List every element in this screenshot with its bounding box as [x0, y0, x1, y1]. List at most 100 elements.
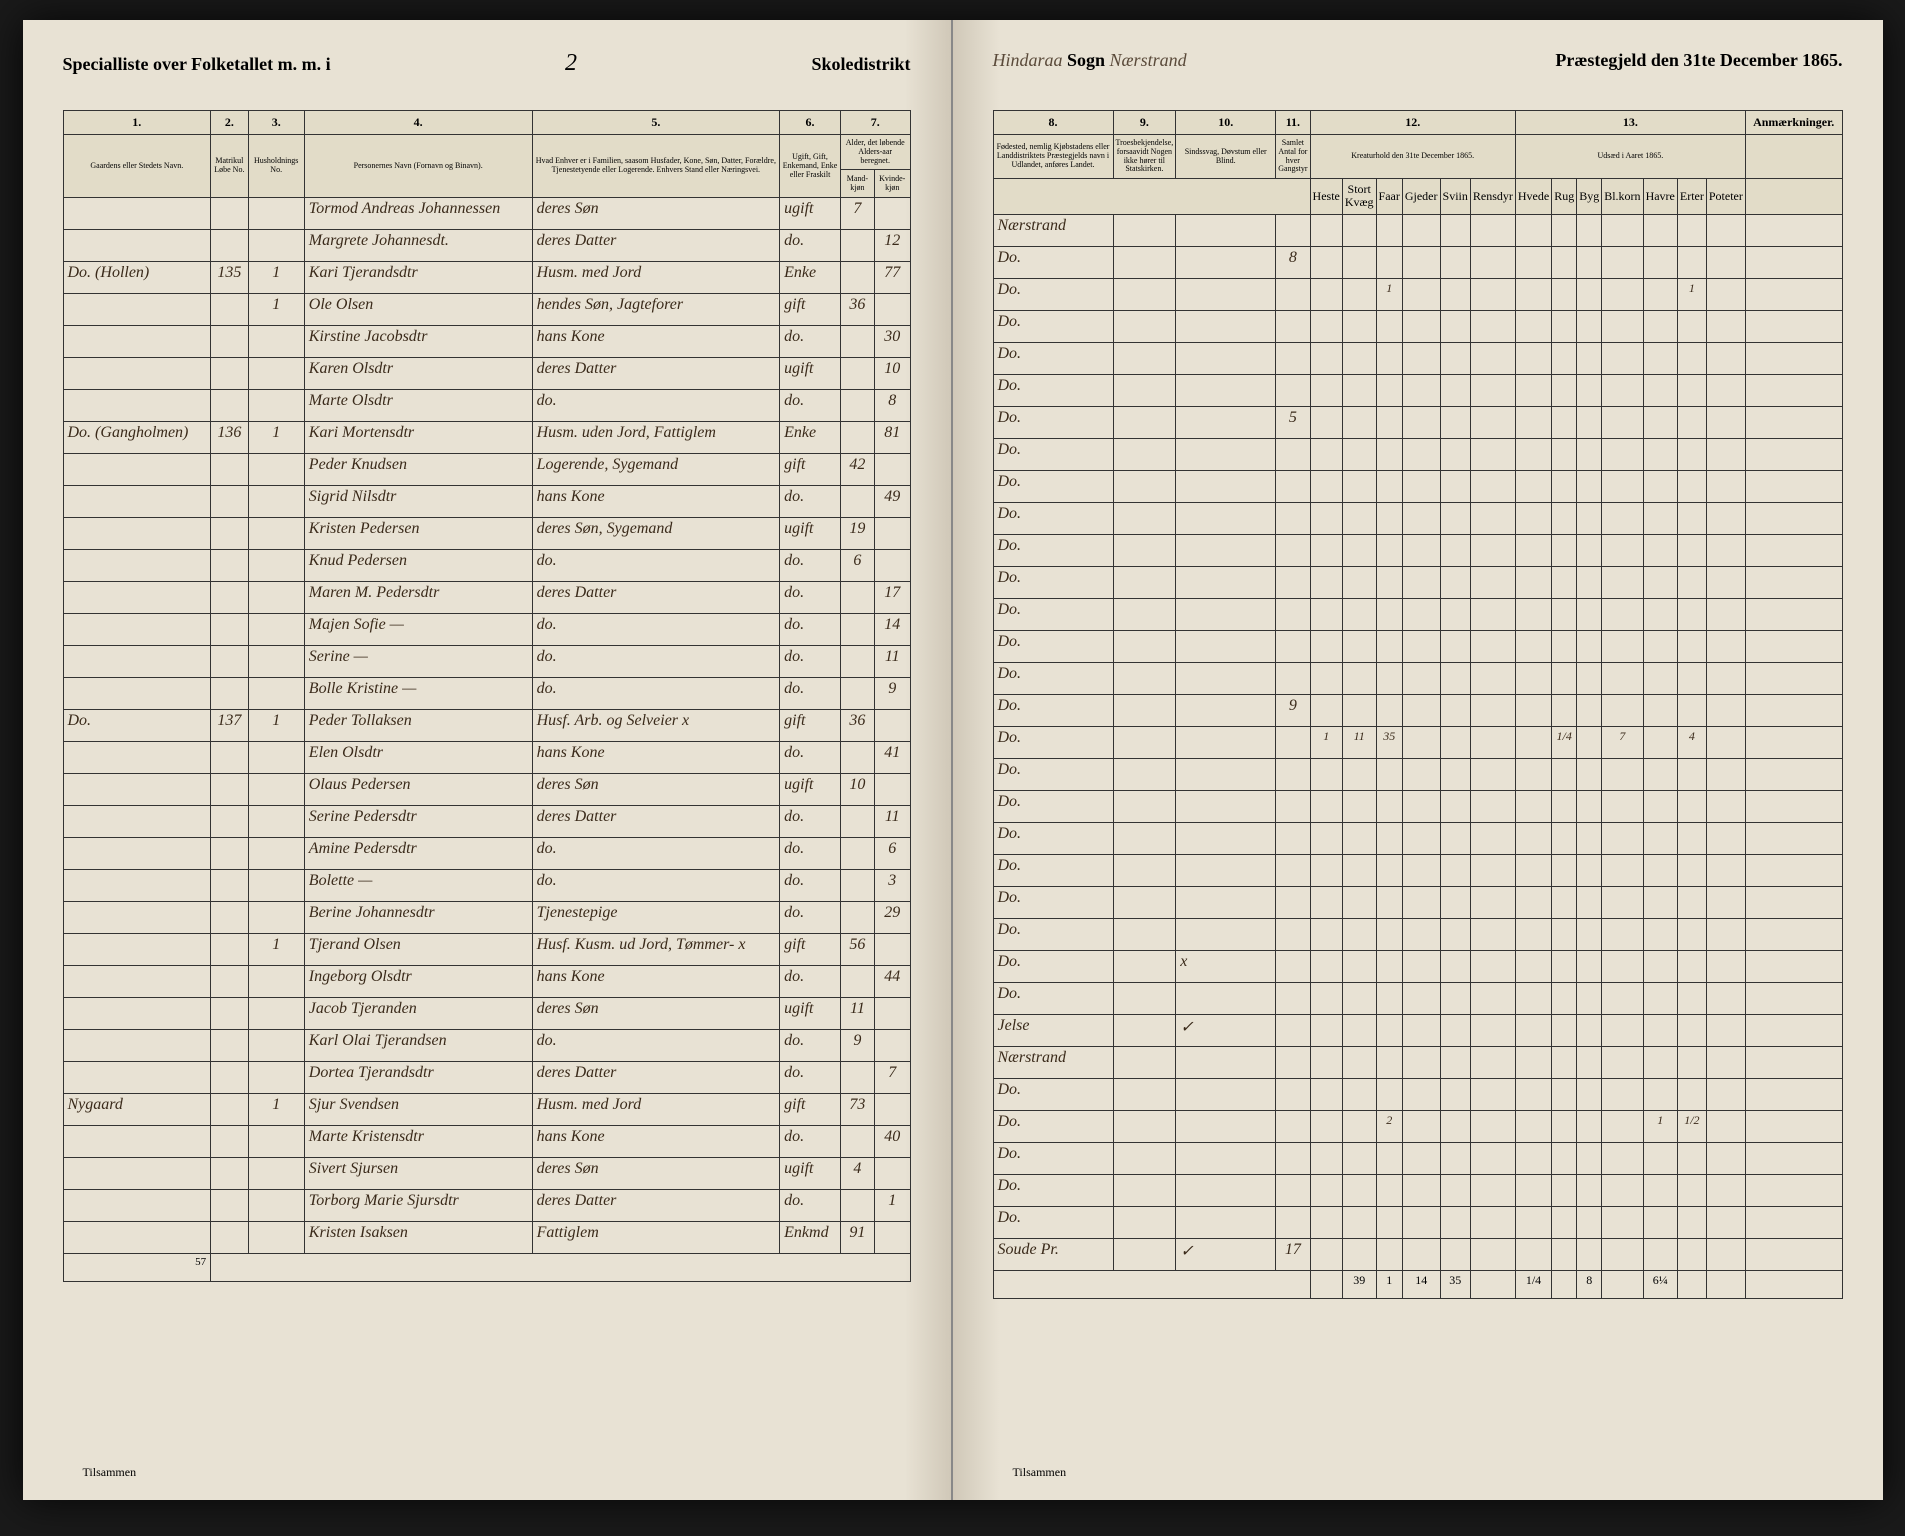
table-row: Do. — [993, 1206, 1842, 1238]
cell-mat — [211, 486, 249, 518]
cell-mat — [211, 1126, 249, 1158]
cell-place — [63, 902, 211, 934]
cell-seed-6 — [1706, 758, 1745, 790]
cell-ani-4 — [1440, 534, 1470, 566]
cell-remarks — [1745, 886, 1842, 918]
cell-status: do. — [780, 230, 841, 262]
cell-place — [63, 1126, 211, 1158]
table-row: Margrete Johannesdt. deres Datter do. 12 — [63, 230, 910, 262]
cell-place — [63, 774, 211, 806]
cell-note — [1176, 822, 1276, 854]
cell-seed-6 — [1706, 694, 1745, 726]
col1-num: 1. — [63, 111, 211, 135]
cell-ani-5 — [1470, 374, 1515, 406]
cell-seed-4 — [1643, 630, 1677, 662]
cell-ani-2 — [1376, 1206, 1402, 1238]
cell-ani-1 — [1342, 1174, 1376, 1206]
cell-age-m — [840, 838, 874, 870]
cell-seed-1 — [1552, 950, 1577, 982]
cell-seed-3 — [1602, 1014, 1643, 1046]
cell-hh: 1 — [248, 422, 304, 454]
cell-ani-3 — [1402, 502, 1440, 534]
cell-age-f — [874, 998, 910, 1030]
cell-seed-1 — [1552, 598, 1577, 630]
cell-ani-2 — [1376, 1174, 1402, 1206]
cell-ani-0 — [1310, 406, 1342, 438]
cell-birth: Do. — [993, 1206, 1113, 1238]
left-table: 1. 2. 3. 4. 5. 6. 7. Gaardens eller Sted… — [63, 110, 911, 1282]
cell-ani-5 — [1470, 758, 1515, 790]
cell-seed-2 — [1577, 406, 1602, 438]
cell-seed-0 — [1515, 438, 1551, 470]
cell-seed-2 — [1577, 310, 1602, 342]
table-row: Do. — [993, 598, 1842, 630]
cell-role: Husf. Kusm. ud Jord, Tømmer- x — [532, 934, 780, 966]
cell-rel — [1113, 278, 1176, 310]
cell-mat — [211, 198, 249, 230]
cell-note — [1176, 918, 1276, 950]
cell-age-m: 6 — [840, 550, 874, 582]
cell-status: do. — [780, 870, 841, 902]
cell-name: Serine Pedersdtr — [304, 806, 532, 838]
col11-num: 11. — [1276, 111, 1310, 135]
cell-birth: Do. — [993, 1142, 1113, 1174]
cell-age-m — [840, 326, 874, 358]
cell-seed-1 — [1552, 246, 1577, 278]
cell-hh — [248, 742, 304, 774]
cell-rel — [1113, 1142, 1176, 1174]
cell-status: ugift — [780, 998, 841, 1030]
cell-seed-6 — [1706, 918, 1745, 950]
cell-c11: 17 — [1276, 1238, 1310, 1270]
cell-remarks — [1745, 662, 1842, 694]
cell-age-f: 11 — [874, 806, 910, 838]
col6-num: 6. — [780, 111, 841, 135]
cell-status: do. — [780, 1062, 841, 1094]
cell-name: Margrete Johannesdt. — [304, 230, 532, 262]
cell-remarks — [1745, 246, 1842, 278]
cell-ani-0 — [1310, 822, 1342, 854]
cell-ani-1 — [1342, 246, 1376, 278]
cell-ani-5 — [1470, 822, 1515, 854]
cell-seed-2 — [1577, 1238, 1602, 1270]
cell-age-f: 81 — [874, 422, 910, 454]
cell-place — [63, 998, 211, 1030]
cell-c11 — [1276, 1142, 1310, 1174]
cell-ani-4 — [1440, 1174, 1470, 1206]
cell-seed-0 — [1515, 1078, 1551, 1110]
col2-label: Matrikul Løbe No. — [211, 135, 249, 198]
cell-seed-5 — [1677, 758, 1706, 790]
cell-ani-3 — [1402, 1238, 1440, 1270]
col11-label: Samlet Antal for hver Gangstyr — [1276, 135, 1310, 179]
cell-c11 — [1276, 374, 1310, 406]
cell-ani-5 — [1470, 1078, 1515, 1110]
cell-status: do. — [780, 1126, 841, 1158]
cell-name: Marte Olsdtr — [304, 390, 532, 422]
cell-hh — [248, 998, 304, 1030]
cell-ani-0 — [1310, 566, 1342, 598]
cell-ani-4 — [1440, 598, 1470, 630]
cell-rel — [1113, 406, 1176, 438]
cell-role: hans Kone — [532, 1126, 780, 1158]
cell-seed-0 — [1515, 1238, 1551, 1270]
cell-ani-0 — [1310, 694, 1342, 726]
cell-hh — [248, 838, 304, 870]
cell-ani-1 — [1342, 918, 1376, 950]
cell-name: Peder Knudsen — [304, 454, 532, 486]
cell-seed-2 — [1577, 374, 1602, 406]
cell-ani-0 — [1310, 310, 1342, 342]
table-row: Do. — [993, 1078, 1842, 1110]
cell-name: Marte Kristensdtr — [304, 1126, 532, 1158]
cell-remarks — [1745, 310, 1842, 342]
cell-ani-0 — [1310, 1110, 1342, 1142]
cell-seed-1 — [1552, 374, 1577, 406]
cell-rel — [1113, 1078, 1176, 1110]
cell-remarks — [1745, 918, 1842, 950]
cell-seed-2 — [1577, 598, 1602, 630]
cell-mat: 137 — [211, 710, 249, 742]
cell-c11 — [1276, 598, 1310, 630]
cell-ani-5 — [1470, 918, 1515, 950]
cell-seed-3 — [1602, 214, 1643, 246]
cell-c11 — [1276, 982, 1310, 1014]
table-row: Olaus Pedersen deres Søn ugift 10 — [63, 774, 910, 806]
cell-birth: Do. — [993, 502, 1113, 534]
